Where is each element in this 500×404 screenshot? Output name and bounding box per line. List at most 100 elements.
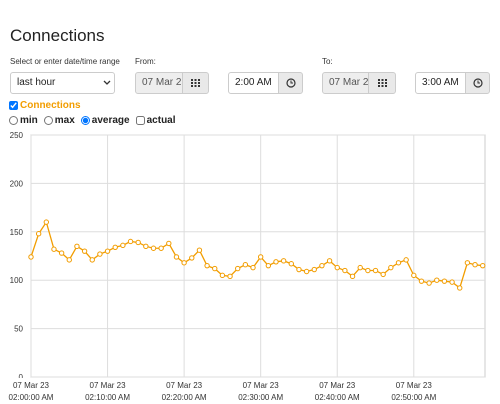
data-point (35, 231, 42, 237)
clock-button[interactable] (465, 72, 490, 94)
data-point (265, 262, 272, 269)
data-point (326, 258, 333, 264)
y-tick-label: 250 (10, 131, 24, 140)
data-point (204, 262, 210, 269)
data-point (257, 254, 264, 260)
calendar-button[interactable] (368, 72, 396, 94)
aggregation-options: min max average actual (9, 115, 176, 126)
data-point (372, 267, 379, 274)
data-point (66, 257, 72, 263)
data-point (150, 245, 157, 251)
aggregation-option[interactable]: average (80, 115, 130, 126)
data-point (449, 279, 455, 285)
data-point (58, 250, 65, 256)
x-tick-label: 07 Mar 23 02:10:00 AM (85, 381, 130, 402)
data-point (303, 268, 310, 275)
data-point (212, 265, 218, 272)
series-toggle[interactable]: Connections (9, 100, 81, 111)
data-point (434, 277, 440, 283)
data-point (464, 260, 471, 266)
to-date-input[interactable]: 07 Mar 23 (322, 72, 369, 94)
series-name: Connections (20, 100, 81, 111)
calendar-icon (377, 79, 387, 87)
aggregation-label: average (91, 115, 130, 126)
from-date-input[interactable]: 07 Mar 23 (135, 72, 183, 94)
data-point (81, 248, 88, 254)
y-tick-label: 50 (14, 325, 23, 334)
actual-checkbox[interactable] (135, 116, 145, 125)
x-tick-label: 07 Mar 23 02:30:00 AM (238, 381, 284, 402)
to-date: 07 Mar 23 (329, 77, 369, 88)
y-tick-label: 0 (19, 373, 24, 378)
plot-area (30, 134, 486, 378)
data-point (441, 278, 448, 284)
data-point (89, 257, 95, 263)
aggregation-option[interactable]: min (9, 115, 38, 126)
data-point (242, 262, 249, 268)
aggregation-label: min (20, 115, 38, 126)
series-checkbox[interactable] (9, 101, 18, 110)
data-point (426, 280, 432, 286)
data-point (104, 248, 111, 254)
data-point (135, 239, 141, 246)
clock-button[interactable] (278, 72, 303, 94)
data-point (403, 257, 409, 263)
data-point (51, 246, 57, 252)
data-point (395, 260, 402, 266)
data-point (311, 266, 317, 273)
data-point (280, 258, 287, 264)
calendar-icon (191, 79, 200, 87)
y-tick-label: 100 (10, 276, 24, 285)
to-time-input[interactable]: 3:00 AM (415, 72, 466, 94)
data-point (342, 267, 348, 274)
x-tick-label: 07 Mar 23 02:40:00 AM (314, 381, 360, 402)
data-point (411, 272, 417, 279)
data-point (189, 255, 195, 261)
aggregation-radio[interactable] (43, 116, 53, 125)
data-point (28, 254, 34, 260)
data-point (319, 262, 325, 269)
data-point (457, 285, 463, 291)
from-label: From: (135, 57, 156, 66)
aggregation-option[interactable]: max (43, 115, 75, 126)
data-point (143, 243, 149, 250)
data-point (288, 261, 295, 267)
aggregation-radio[interactable] (9, 116, 18, 125)
data-point (173, 254, 180, 260)
to-time: 3:00 AM (422, 77, 459, 88)
chart: 0 50 100 150 200 250 (10, 131, 486, 378)
select-chevron (103, 80, 111, 85)
to-label: To: (322, 57, 333, 66)
x-tick-label: 07 Mar 23 02:50:00 AM (391, 381, 437, 402)
range-label: Select or enter date/time range (10, 57, 120, 66)
x-tick-label: 07 Mar 23 02:20:00 AM (161, 381, 207, 402)
y-tick-label: 200 (10, 179, 24, 188)
data-point (227, 273, 233, 280)
data-point (388, 264, 394, 271)
data-point (166, 240, 172, 247)
aggregation-radio[interactable] (80, 116, 90, 125)
data-point (480, 262, 486, 269)
calendar-button[interactable] (182, 72, 209, 94)
data-point (380, 271, 386, 278)
data-point (357, 264, 363, 271)
range-select[interactable]: last hour (10, 72, 115, 94)
from-time-input[interactable]: 2:00 AM (228, 72, 279, 94)
data-point (112, 244, 118, 250)
data-point (296, 266, 302, 273)
data-point (120, 242, 126, 249)
data-point (235, 265, 241, 272)
from-date: 07 Mar 23 (142, 77, 183, 88)
page-title: Connections (10, 26, 105, 45)
data-point (74, 243, 80, 250)
clock-icon (472, 78, 483, 88)
clock-icon (285, 78, 296, 88)
data-point (250, 264, 256, 271)
actual-option[interactable]: actual (135, 115, 176, 126)
data-point (349, 273, 356, 280)
x-tick-label: 07 Mar 23 02:00:00 AM (8, 381, 54, 402)
data-point (196, 247, 203, 253)
actual-label: actual (146, 115, 176, 126)
data-point (181, 260, 187, 266)
